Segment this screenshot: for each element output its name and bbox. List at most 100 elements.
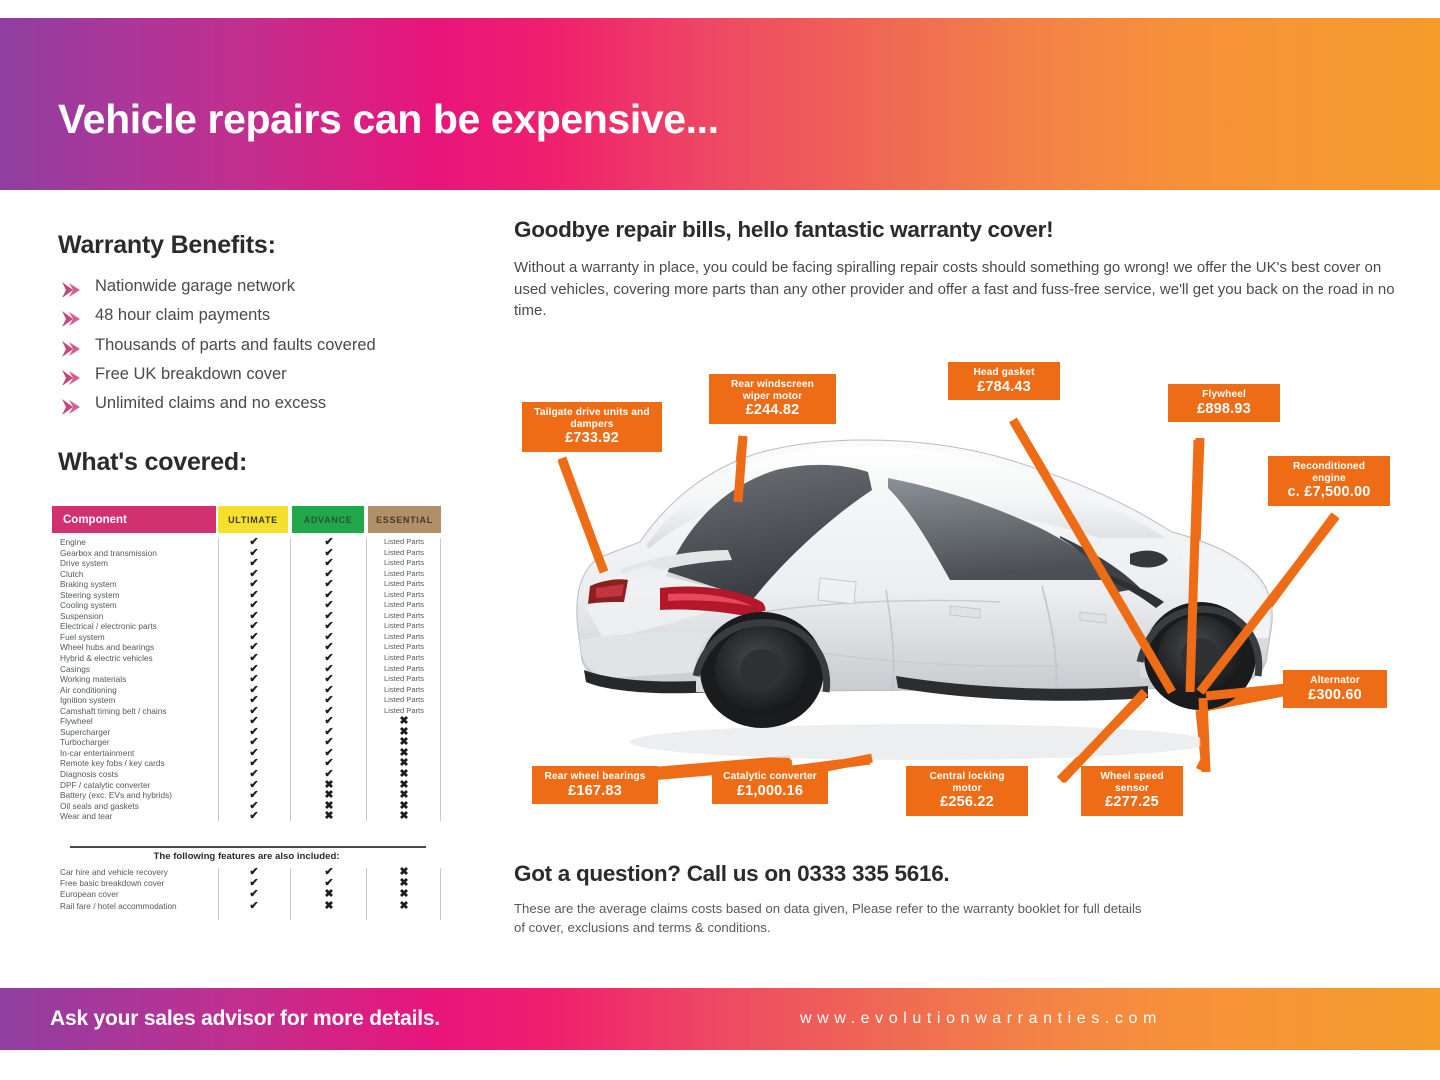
- component-name: Cooling system: [60, 600, 117, 611]
- extra-cell-advance: ✖: [324, 888, 334, 901]
- benefit-item: Free UK breakdown cover: [58, 360, 478, 389]
- coverage-cell-advance: ✔: [324, 620, 334, 633]
- coverage-cell-essential: Listed Parts: [383, 537, 425, 546]
- coverage-table-header-row: Component ULTIMATE ADVANCE ESSENTIAL: [52, 506, 441, 533]
- coverage-cell-essential: ✖: [399, 757, 409, 770]
- component-name: Suspension: [60, 610, 104, 621]
- component-name: Electrical / electronic parts: [60, 621, 157, 632]
- table-row: Working materials ✔ ✔ Listed Parts: [52, 673, 441, 686]
- callout-wheel-speed-sensor[interactable]: Wheel speed sensor £277.25: [1081, 766, 1183, 816]
- coverage-cell-ultimate: ✔: [249, 746, 259, 759]
- table-row: In-car entertainment ✔ ✔ ✖: [52, 746, 441, 760]
- coverage-cell-ultimate: ✔: [249, 694, 259, 707]
- callout-rear-wheel-bearings[interactable]: Rear wheel bearings £167.83: [532, 766, 658, 804]
- coverage-cell-advance: ✖: [324, 778, 334, 791]
- callout-head-gasket[interactable]: Head gasket £784.43: [948, 362, 1060, 400]
- component-name: Working materials: [60, 674, 127, 685]
- component-name: Hybrid & electric vehicles: [60, 653, 153, 664]
- callout-tailgate-drive-units[interactable]: Tailgate drive units and dampers £733.92: [522, 402, 662, 452]
- component-name: Battery (exc. EVs and hybrids): [60, 790, 173, 801]
- callout-catalytic-converter[interactable]: Catalytic converter £1,000.16: [712, 766, 828, 804]
- table-row: Fuel system ✔ ✔ Listed Parts: [52, 631, 441, 644]
- coverage-cell-ultimate: ✔: [249, 599, 259, 612]
- callout-label: Flywheel: [1202, 389, 1246, 400]
- callout-price: £733.92: [565, 430, 619, 446]
- coverage-cell-essential: Listed Parts: [383, 642, 425, 652]
- coverage-cell-ultimate: ✔: [249, 641, 259, 654]
- chevron-right-icon: [61, 367, 81, 386]
- extra-cell-ultimate: ✔: [249, 899, 259, 912]
- coverage-cell-essential: Listed Parts: [383, 579, 425, 589]
- callout-label: Central locking motor: [929, 771, 1005, 794]
- coverage-cell-ultimate: ✔: [249, 578, 259, 591]
- coverage-cell-essential: Listed Parts: [383, 663, 425, 673]
- coverage-cell-essential: Listed Parts: [383, 695, 425, 705]
- coverage-cell-essential: ✖: [399, 746, 409, 759]
- coverage-cell-essential: ✖: [399, 715, 409, 728]
- table-row: Wear and tear ✔ ✖ ✖: [52, 810, 441, 823]
- coverage-cell-advance: ✔: [324, 694, 334, 707]
- callout-label: Alternator: [1310, 675, 1360, 686]
- benefit-label: Free UK breakdown cover: [95, 364, 287, 383]
- callout-price: £1,000.16: [736, 782, 804, 799]
- component-name: Wear and tear: [60, 811, 113, 822]
- footer-website-url[interactable]: www.evolutionwarranties.com: [800, 1010, 1162, 1027]
- extra-cell-advance: ✖: [324, 899, 334, 912]
- extra-feature-name: European cover: [60, 889, 119, 900]
- table-divider: [290, 868, 291, 920]
- coverage-cell-advance: ✖: [324, 799, 334, 812]
- coverage-cell-ultimate: ✔: [249, 620, 259, 633]
- coverage-cell-advance: ✔: [324, 757, 334, 770]
- extra-cell-advance: ✔: [324, 877, 334, 890]
- extra-feature-name: Rail fare / hotel accommodation: [60, 900, 177, 911]
- callout-rear-windscreen-wiper-motor[interactable]: Rear windscreen wiper motor £244.82: [709, 374, 836, 424]
- column-header-ultimate: ULTIMATE: [218, 506, 288, 533]
- callout-flywheel[interactable]: Flywheel £898.93: [1168, 384, 1280, 422]
- benefit-item: Thousands of parts and faults covered: [58, 331, 478, 360]
- page-title: Vehicle repairs can be expensive...: [58, 96, 719, 142]
- callout-price: c. £7,500.00: [1287, 484, 1371, 500]
- chevron-right-icon: [61, 308, 81, 328]
- callout-price: £256.22: [940, 794, 994, 810]
- coverage-cell-essential: ✖: [399, 736, 409, 749]
- benefit-item: Unlimited claims and no excess: [58, 389, 478, 418]
- footer-banner: Ask your sales advisor for more details.…: [0, 988, 1440, 1050]
- coverage-cell-essential: Listed Parts: [383, 653, 425, 663]
- component-name: Fuel system: [60, 631, 105, 642]
- callout-price: £300.60: [1308, 686, 1362, 703]
- warranty-benefits-list: Nationwide garage network 48 hour claim p…: [58, 272, 478, 418]
- component-name: Drive system: [60, 558, 108, 569]
- benefit-label: Unlimited claims and no excess: [95, 394, 327, 413]
- coverage-cell-ultimate: ✔: [249, 757, 259, 770]
- coverage-cell-advance: ✔: [324, 578, 334, 591]
- callout-central-locking-motor[interactable]: Central locking motor £256.22: [906, 766, 1028, 816]
- callout-alternator[interactable]: Alternator £300.60: [1283, 670, 1387, 708]
- callout-price: £277.25: [1105, 794, 1159, 810]
- extra-feature-row: European cover ✔ ✖ ✖: [52, 888, 441, 901]
- table-row: Supercharger ✔ ✔ ✖: [52, 725, 441, 739]
- coverage-cell-essential: ✖: [399, 725, 409, 738]
- table-row: Camshaft timing belt / chains ✔ ✔ Listed Pa…: [52, 705, 441, 718]
- coverage-cell-advance: ✔: [324, 768, 334, 781]
- contact-heading: Got a question? Call us on 0333 335 5616…: [514, 861, 950, 886]
- car-parts-diagram: Tailgate drive units and dampers £733.92…: [500, 340, 1420, 840]
- extra-cell-essential: ✖: [399, 866, 409, 878]
- component-name: Engine: [60, 537, 86, 547]
- coverage-cell-essential: Listed Parts: [383, 631, 425, 641]
- coverage-cell-essential: ✖: [399, 789, 409, 802]
- extra-cell-ultimate: ✔: [249, 877, 259, 890]
- callout-price: £244.82: [745, 402, 800, 418]
- coverage-cell-essential: Listed Parts: [383, 547, 425, 557]
- table-row: Turbocharger ✔ ✔ ✖: [52, 736, 441, 749]
- extra-cell-ultimate: ✔: [249, 888, 259, 901]
- coverage-cell-advance: ✔: [324, 736, 334, 749]
- chevron-right-icon: [61, 396, 81, 416]
- extra-features-body: Car hire and vehicle recovery ✔ ✔ ✖ Free bas…: [52, 866, 441, 920]
- coverage-cell-ultimate: ✔: [249, 662, 259, 675]
- table-row: Ignition system ✔ ✔ Listed Parts: [52, 694, 441, 707]
- coverage-cell-advance: ✔: [324, 662, 334, 675]
- coverage-cell-ultimate: ✔: [249, 768, 259, 781]
- extra-feature-row: Rail fare / hotel accommodation ✔ ✖ ✖: [52, 899, 441, 913]
- callout-reconditioned-engine[interactable]: Reconditioned engine c. £7,500.00: [1268, 456, 1390, 506]
- disclaimer-text: These are the average claims costs based…: [514, 901, 1142, 935]
